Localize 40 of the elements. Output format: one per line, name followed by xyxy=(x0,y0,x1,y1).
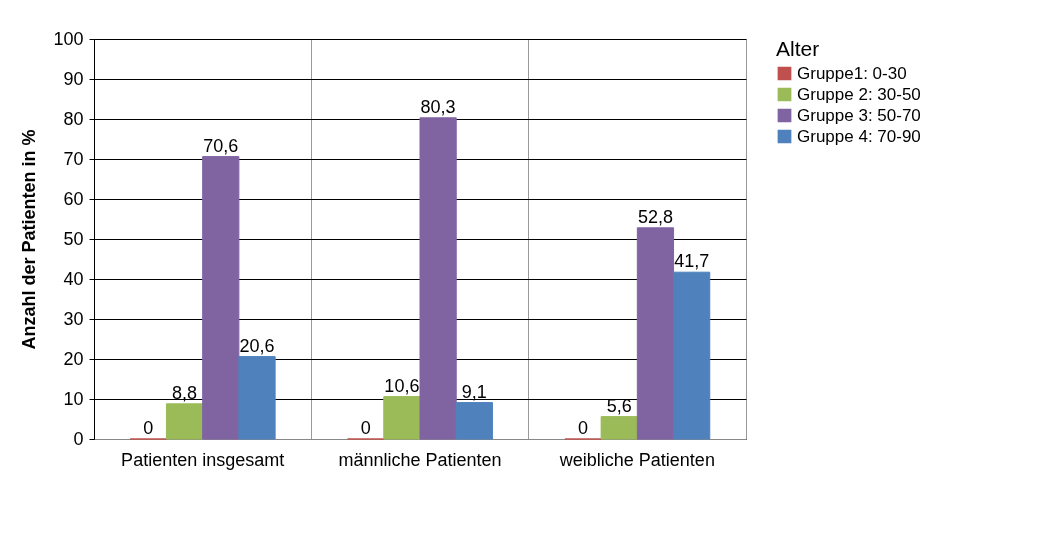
y-tick-label: 0 xyxy=(73,428,84,449)
x-tick-label: männliche Patienten xyxy=(338,449,502,470)
legend-label: Gruppe 3: 50-70 xyxy=(797,105,921,125)
data-label: 10,6 xyxy=(384,375,420,396)
data-label: 9,1 xyxy=(461,381,487,402)
bar xyxy=(455,402,493,440)
bar xyxy=(673,271,711,440)
bar xyxy=(636,227,675,440)
bar xyxy=(419,117,457,440)
data-label: 8,8 xyxy=(172,382,198,403)
bar xyxy=(600,416,638,440)
legend-label: Gruppe1: 0-30 xyxy=(797,63,907,83)
legend-label: Gruppe 2: 30-50 xyxy=(797,84,921,104)
y-tick-label: 90 xyxy=(63,68,84,89)
y-tick-label: 70 xyxy=(63,148,84,169)
y-tick-label: 60 xyxy=(63,188,84,209)
legend-label: Gruppe 4: 70-90 xyxy=(797,126,921,146)
data-label: 0 xyxy=(143,418,154,438)
bar xyxy=(383,396,421,440)
data-label: 0 xyxy=(360,418,371,438)
legend-title: Alter xyxy=(776,37,820,60)
x-tick-label: weibliche Patienten xyxy=(558,449,715,470)
y-tick-label: 20 xyxy=(63,348,84,369)
data-label: 80,3 xyxy=(420,96,456,117)
bar xyxy=(238,356,276,440)
y-tick-label: 50 xyxy=(63,228,84,249)
data-label: 41,7 xyxy=(674,251,710,272)
y-tick-label: 80 xyxy=(63,108,84,129)
data-label: 20,6 xyxy=(239,335,275,356)
y-axis-title: Anzahl der Patienten in % xyxy=(19,129,40,350)
data-label: 52,8 xyxy=(637,206,673,227)
bar xyxy=(165,403,204,440)
y-tick-label: 10 xyxy=(63,388,84,409)
y-tick-label: 30 xyxy=(63,308,84,329)
data-label: 0 xyxy=(577,418,589,438)
data-label: 70,6 xyxy=(203,135,239,156)
y-tick-label: 40 xyxy=(63,268,84,289)
bar xyxy=(202,156,240,440)
y-tick-label: 100 xyxy=(53,28,84,49)
x-tick-label: Patienten insgesamt xyxy=(121,449,285,470)
